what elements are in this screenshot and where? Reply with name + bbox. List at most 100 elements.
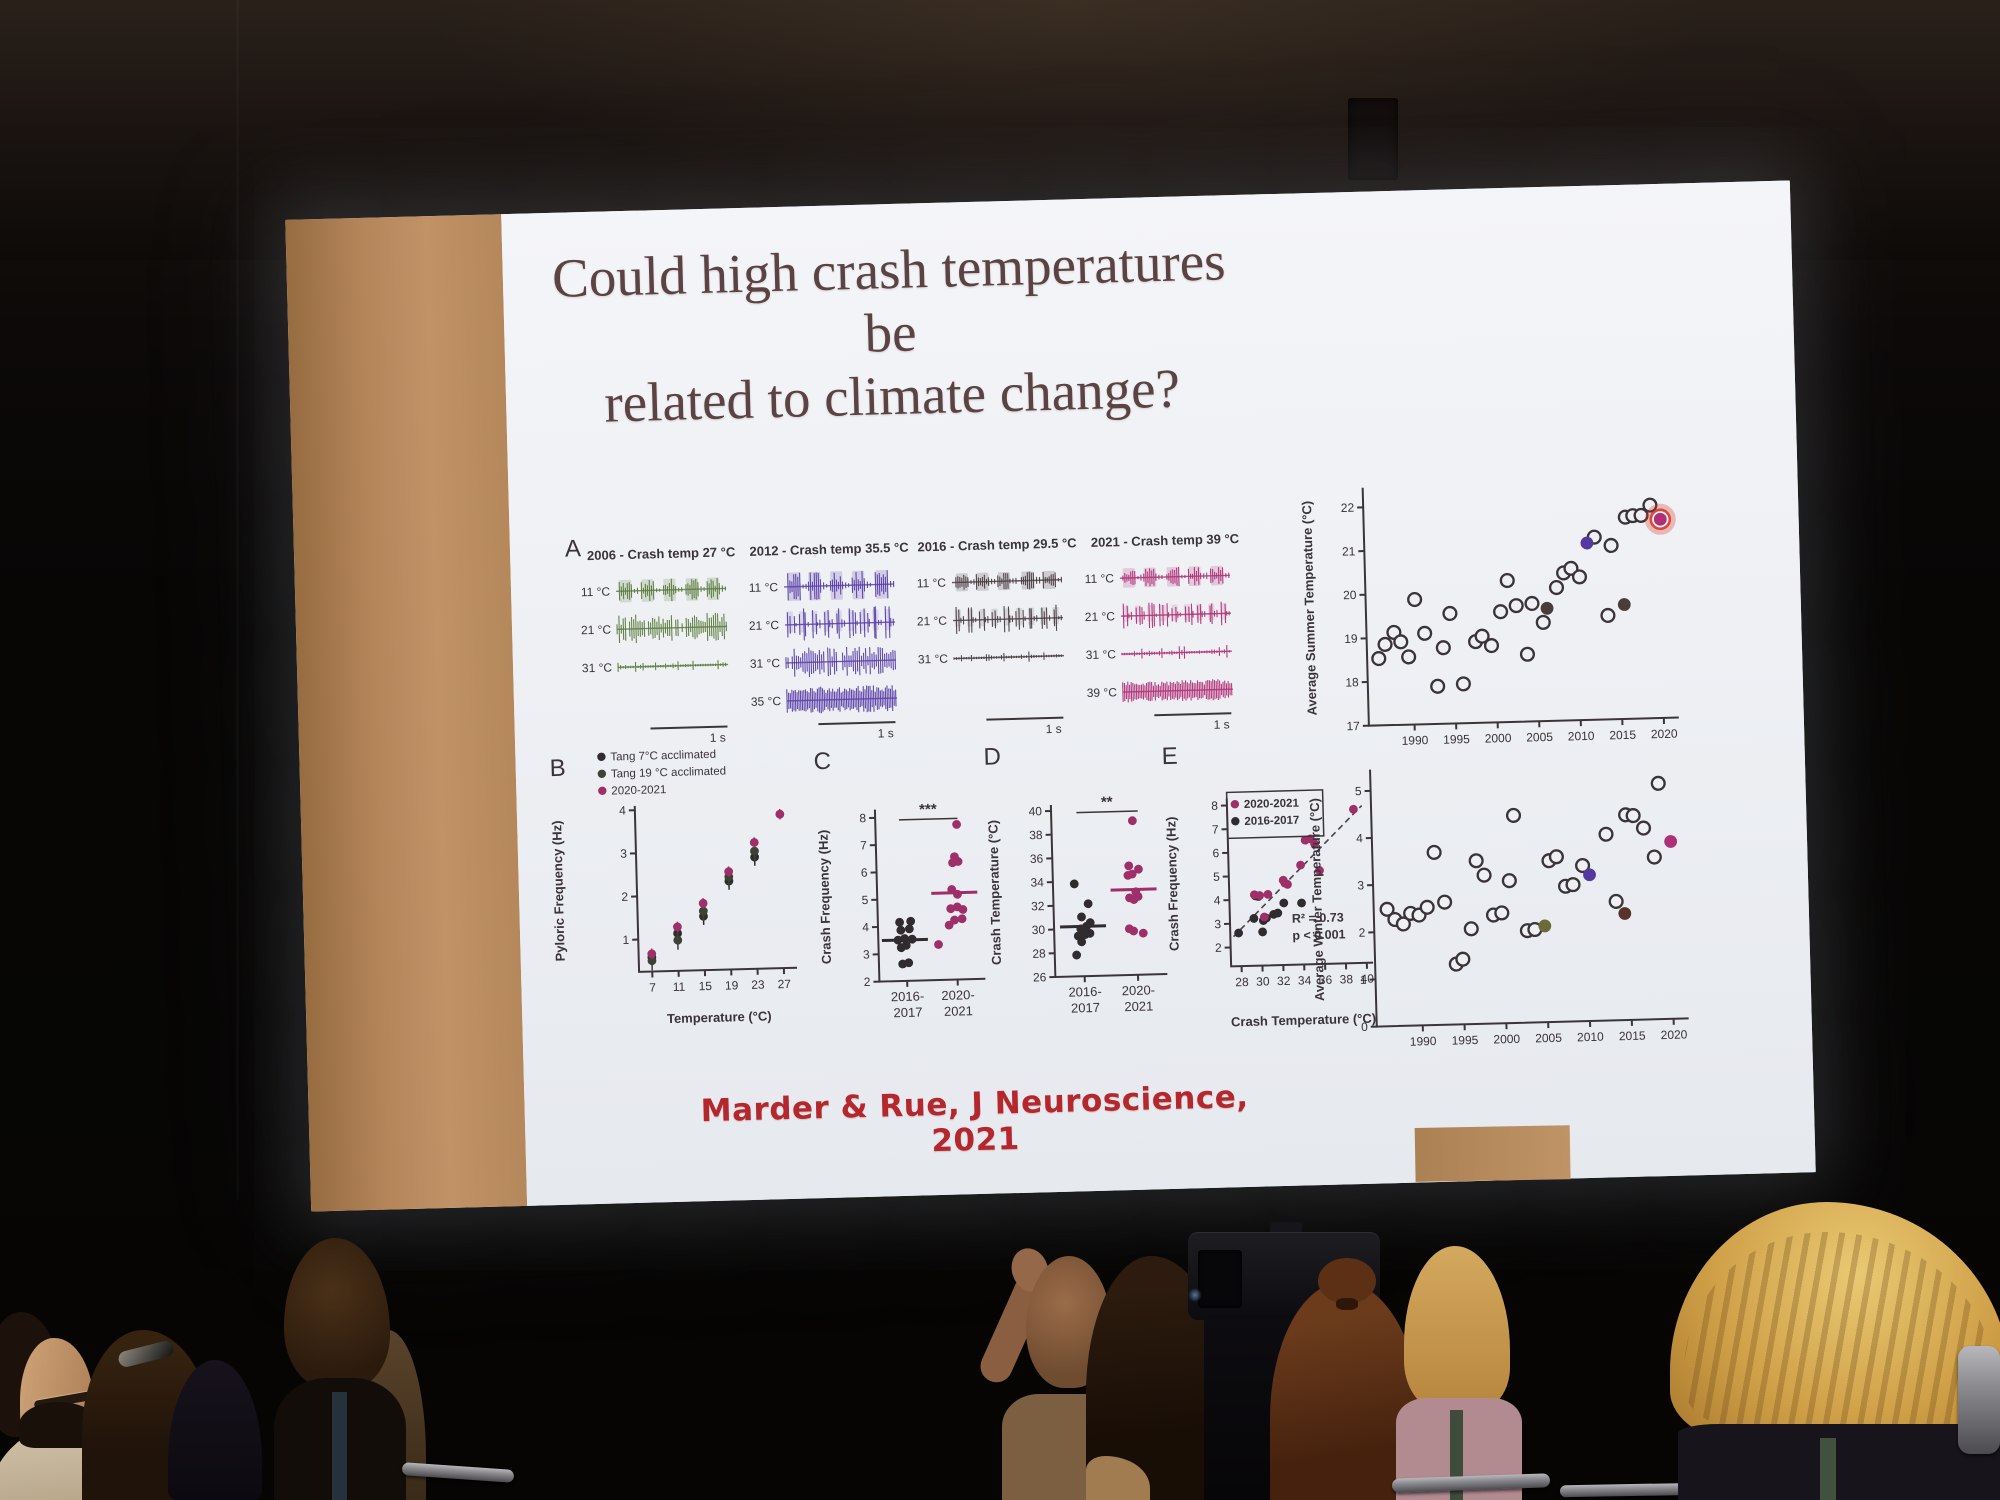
svg-text:8: 8	[859, 811, 866, 825]
hair-tie	[1336, 1298, 1358, 1310]
svg-text:5: 5	[861, 893, 868, 907]
svg-text:E: E	[1161, 743, 1178, 770]
svg-text:2: 2	[1358, 926, 1365, 940]
audience-man-brown-hair	[274, 1238, 406, 1500]
svg-text:35 °C: 35 °C	[751, 694, 782, 709]
svg-text:Tang 19 °C acclimated: Tang 19 °C acclimated	[611, 766, 726, 781]
svg-text:21 °C: 21 °C	[917, 614, 948, 629]
svg-text:2015: 2015	[1619, 1029, 1646, 1044]
svg-text:11: 11	[673, 980, 686, 994]
svg-text:2020: 2020	[1651, 727, 1678, 742]
svg-text:***: ***	[919, 801, 937, 818]
citation: Marder & Rue, J Neuroscience, 2021	[700, 1078, 1249, 1160]
chart-panel-d: D 26 28 30 32 34 36 38 40 2016- 2017 2020- 2021 Crash…	[979, 730, 1177, 1037]
svg-text:1995: 1995	[1451, 1033, 1478, 1048]
svg-text:p < 0.001: p < 0.001	[1292, 927, 1346, 942]
svg-text:21 °C: 21 °C	[749, 618, 780, 633]
svg-text:2012 - Crash temp 35.5 °C: 2012 - Crash temp 35.5 °C	[749, 540, 909, 559]
svg-text:26: 26	[1033, 970, 1047, 984]
svg-text:3: 3	[863, 948, 870, 962]
svg-text:4: 4	[619, 803, 626, 817]
svg-text:2021: 2021	[1124, 998, 1153, 1014]
svg-text:6: 6	[861, 866, 868, 880]
svg-text:2021: 2021	[944, 1003, 973, 1019]
svg-text:1 s: 1 s	[710, 731, 726, 745]
svg-text:21: 21	[1342, 544, 1356, 558]
svg-text:2016-: 2016-	[891, 988, 925, 1004]
svg-text:34: 34	[1298, 973, 1312, 987]
svg-text:7: 7	[1212, 822, 1219, 836]
svg-text:2000: 2000	[1485, 731, 1512, 746]
svg-text:1995: 1995	[1443, 732, 1470, 747]
wall-vent	[1348, 98, 1398, 180]
svg-text:32: 32	[1277, 974, 1291, 988]
svg-text:2: 2	[1215, 941, 1222, 955]
svg-text:19: 19	[725, 978, 739, 992]
svg-text:38: 38	[1340, 972, 1354, 986]
svg-text:Average Winter Temperature (°C: Average Winter Temperature (°C)	[1307, 798, 1327, 1001]
svg-text:A: A	[565, 535, 582, 562]
svg-text:1 s: 1 s	[1213, 717, 1229, 731]
svg-text:4: 4	[1214, 893, 1221, 907]
projector-grill	[1198, 1250, 1242, 1308]
svg-text:28: 28	[1235, 975, 1249, 989]
svg-text:2021 - Crash temp 39 °C: 2021 - Crash temp 39 °C	[1091, 531, 1240, 550]
svg-text:Average Summer Temperature (°C: Average Summer Temperature (°C)	[1299, 501, 1320, 716]
svg-text:2020-: 2020-	[941, 987, 975, 1003]
svg-text:1990: 1990	[1410, 1034, 1437, 1049]
svg-text:36: 36	[1030, 852, 1044, 866]
svg-text:11 °C: 11 °C	[917, 576, 947, 591]
svg-text:40: 40	[1360, 972, 1374, 986]
lanyard	[1820, 1438, 1836, 1500]
svg-text:2020-2021: 2020-2021	[1244, 798, 1300, 811]
lanyard	[332, 1392, 347, 1500]
figure: A 2006 - Crash temp 27 °C 11 °C 21 °C 31 °C 1…	[501, 180, 1790, 1049]
svg-text:1990: 1990	[1401, 733, 1428, 748]
svg-text:Crash Temperature (°C): Crash Temperature (°C)	[985, 820, 1004, 965]
screen-corner-spill	[1414, 1125, 1571, 1182]
head	[284, 1238, 390, 1390]
svg-text:B: B	[549, 755, 566, 782]
svg-text:7: 7	[860, 838, 867, 852]
svg-text:1 s: 1 s	[1045, 722, 1061, 736]
svg-text:2000: 2000	[1493, 1032, 1520, 1047]
svg-text:31 °C: 31 °C	[1086, 647, 1117, 662]
svg-text:5: 5	[1355, 784, 1362, 798]
svg-text:34: 34	[1030, 875, 1044, 889]
svg-text:Pyloric Frequency (Hz): Pyloric Frequency (Hz)	[549, 820, 568, 961]
svg-text:Crash Frequency (Hz): Crash Frequency (Hz)	[815, 830, 834, 965]
svg-text:R² = 0.73: R² = 0.73	[1292, 910, 1344, 925]
svg-text:2017: 2017	[1071, 1000, 1100, 1016]
svg-text:Temperature (°C): Temperature (°C)	[667, 1008, 772, 1026]
svg-text:2016 - Crash temp 29.5 °C: 2016 - Crash temp 29.5 °C	[917, 535, 1077, 554]
chart-panel-e: E 2 3 4 5 6 7 8 28 30 32 34 36 38 40 Crash Temperature …	[1157, 728, 1385, 1034]
svg-text:23: 23	[751, 978, 765, 992]
svg-text:8: 8	[1211, 799, 1218, 813]
svg-text:2010: 2010	[1577, 1030, 1604, 1045]
svg-text:2005: 2005	[1535, 1031, 1562, 1046]
svg-text:21 °C: 21 °C	[581, 622, 612, 637]
hair	[1404, 1246, 1510, 1410]
svg-text:32: 32	[1031, 899, 1045, 913]
svg-text:2006 - Crash temp 27 °C: 2006 - Crash temp 27 °C	[587, 544, 736, 563]
dark-jacket	[1678, 1424, 2000, 1500]
svg-text:40: 40	[1028, 804, 1042, 818]
svg-text:21 °C: 21 °C	[1085, 609, 1116, 624]
slide-title: Could high crash temperatures be related…	[530, 229, 1251, 437]
svg-text:1: 1	[1360, 973, 1367, 987]
chart-panel-b: B 1 2 3 4 7 11 15 19 23 27 Temperature (°C) Pyloric …	[543, 739, 812, 1034]
svg-text:17: 17	[1346, 719, 1360, 733]
svg-text:11 °C: 11 °C	[749, 580, 779, 595]
svg-text:Crash Frequency (Hz): Crash Frequency (Hz)	[1163, 817, 1182, 952]
svg-text:C: C	[813, 748, 831, 775]
svg-text:1 s: 1 s	[878, 726, 894, 740]
screen-spill-band	[285, 214, 528, 1212]
svg-text:15: 15	[698, 979, 712, 993]
svg-text:2020-2021: 2020-2021	[611, 784, 666, 797]
svg-text:0: 0	[1361, 1020, 1368, 1034]
svg-text:30: 30	[1032, 923, 1046, 937]
hair-bun	[1318, 1258, 1376, 1304]
chart-winter: 0 1 2 3 4 5 1990 1995 2000 2005 2010 2015 2020 Averag…	[1300, 741, 1722, 1077]
svg-text:2: 2	[621, 890, 628, 904]
